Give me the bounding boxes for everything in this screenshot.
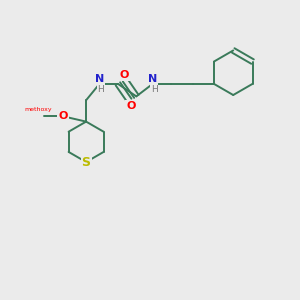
Text: S: S [82, 155, 91, 169]
Text: O: O [58, 111, 68, 121]
Text: H: H [98, 85, 104, 94]
Text: O: O [126, 100, 135, 111]
Text: H: H [151, 85, 158, 94]
Text: N: N [148, 74, 157, 83]
Text: O: O [119, 70, 129, 80]
Text: methoxy: methoxy [25, 107, 52, 112]
Text: N: N [95, 74, 104, 83]
